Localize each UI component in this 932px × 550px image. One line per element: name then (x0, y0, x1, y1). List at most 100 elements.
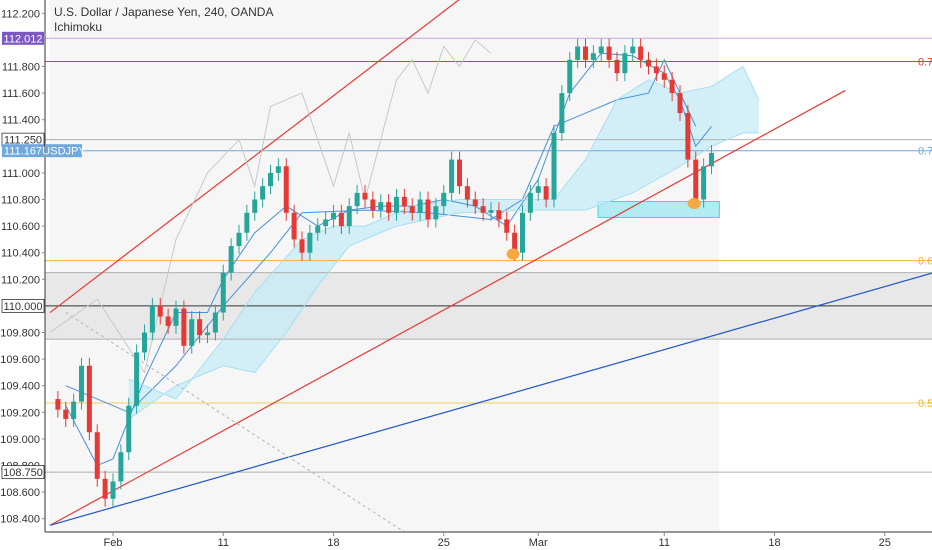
y-tick-label: 110.200 (1, 274, 40, 286)
y-tick-label: 109.400 (0, 381, 40, 393)
price-badge-2 (2, 144, 44, 158)
candle-body (94, 432, 100, 479)
price-badge-label-2: 111.167 (4, 146, 42, 158)
y-tick-label: 111.400 (2, 115, 40, 127)
candle-body (575, 46, 581, 60)
price-badge-label-3: 110.000 (4, 301, 43, 313)
symbol-tag-2 (46, 144, 82, 158)
candle-body (55, 399, 61, 410)
candle-body (622, 53, 628, 74)
candle-body (331, 212, 336, 220)
y-tick-label: 109.800 (0, 328, 40, 340)
y-tick-label: 110.400 (1, 248, 40, 260)
y-tick-label: 111.000 (2, 168, 40, 180)
candle-body (606, 46, 612, 60)
trend-line-0 (49, 0, 460, 314)
candle-body (425, 199, 431, 220)
marker-0 (506, 248, 520, 260)
candle-body (386, 202, 392, 213)
candle-body (346, 206, 352, 227)
candle-body (362, 192, 368, 200)
candle-body (252, 199, 258, 213)
y-tick-label: 109.200 (0, 407, 40, 419)
candle-body (401, 196, 407, 207)
x-tick-label: Feb (104, 537, 123, 549)
candle-body (173, 308, 179, 326)
y-tick-label: 111.600 (2, 88, 40, 100)
candle-body (685, 113, 691, 160)
candle-body (315, 226, 321, 233)
price-badge-3 (1, 298, 45, 313)
candle-body (598, 46, 604, 54)
candle-body (394, 196, 399, 213)
markers-layer (506, 197, 701, 260)
price-badge-label-0: 112.012 (4, 33, 43, 45)
candle-body (441, 192, 447, 207)
candle-body (559, 93, 565, 133)
candle-body (228, 246, 234, 273)
x-axis[interactable]: Feb111825Mar111825Apr (104, 532, 932, 549)
y-tick-label: 112.200 (1, 8, 40, 20)
marker-1 (687, 197, 701, 209)
candle-body (142, 332, 147, 353)
trend-line-2 (49, 272, 932, 526)
horizontal-lines-layer (45, 37, 932, 473)
x-tick-label: 11 (218, 537, 229, 549)
candle-body (268, 172, 273, 187)
candle-body (496, 210, 502, 220)
candle-body (205, 332, 210, 336)
candle-body (653, 66, 659, 74)
candle-body (86, 365, 92, 433)
candle-body (260, 186, 266, 200)
candle-body (189, 319, 195, 346)
y-tick-label: 109.000 (0, 434, 40, 446)
candle-body (417, 199, 423, 213)
candle-body (457, 159, 462, 187)
candle-body (646, 59, 651, 67)
candle-body (709, 152, 714, 167)
candle-body (149, 305, 155, 333)
candle-body (567, 59, 573, 94)
candle-body (126, 405, 132, 453)
trend-line-3 (65, 312, 405, 533)
y-tick-label: 109.600 (0, 354, 40, 366)
candle-body (299, 239, 305, 253)
candle-body (512, 232, 518, 253)
candle-body (669, 79, 675, 94)
price-badge-4 (1, 465, 45, 480)
level-labels-layer: 0.7 0.7 0.6 0.5 (918, 56, 932, 410)
ichimoku-cloud (128, 66, 759, 419)
candle-body (181, 308, 187, 346)
candle-body (283, 166, 289, 213)
indicator-label[interactable]: Ichimoku (54, 20, 102, 34)
candle-body (71, 401, 77, 419)
candle-body (535, 186, 541, 193)
candles-layer (55, 38, 714, 507)
candle-body (291, 212, 297, 240)
ichimoku-cloud-layer (128, 66, 759, 419)
candle-body (197, 319, 203, 336)
zones-layer (45, 0, 932, 532)
candle-body (110, 481, 116, 499)
candle-body (638, 46, 644, 60)
candle-body (693, 159, 699, 200)
candle-body (527, 192, 533, 213)
candle-body (118, 452, 124, 482)
candle-body (504, 219, 510, 233)
candle-body (488, 210, 494, 213)
price-badge-label-4: 108.750 (3, 467, 43, 479)
level-label-4: 0.6 (918, 256, 932, 268)
candle-body (244, 212, 250, 233)
candle-body (165, 316, 171, 326)
y-tick-label: 108.400 (0, 514, 40, 526)
candle-body (307, 232, 313, 253)
candle-body (520, 212, 525, 253)
candle-body (63, 409, 69, 419)
x-tick-label: Mar (529, 537, 548, 549)
candle-body (677, 93, 683, 114)
series-line-lagging-span (49, 39, 492, 374)
price-badge-0 (2, 31, 44, 45)
candle-body (378, 202, 384, 211)
